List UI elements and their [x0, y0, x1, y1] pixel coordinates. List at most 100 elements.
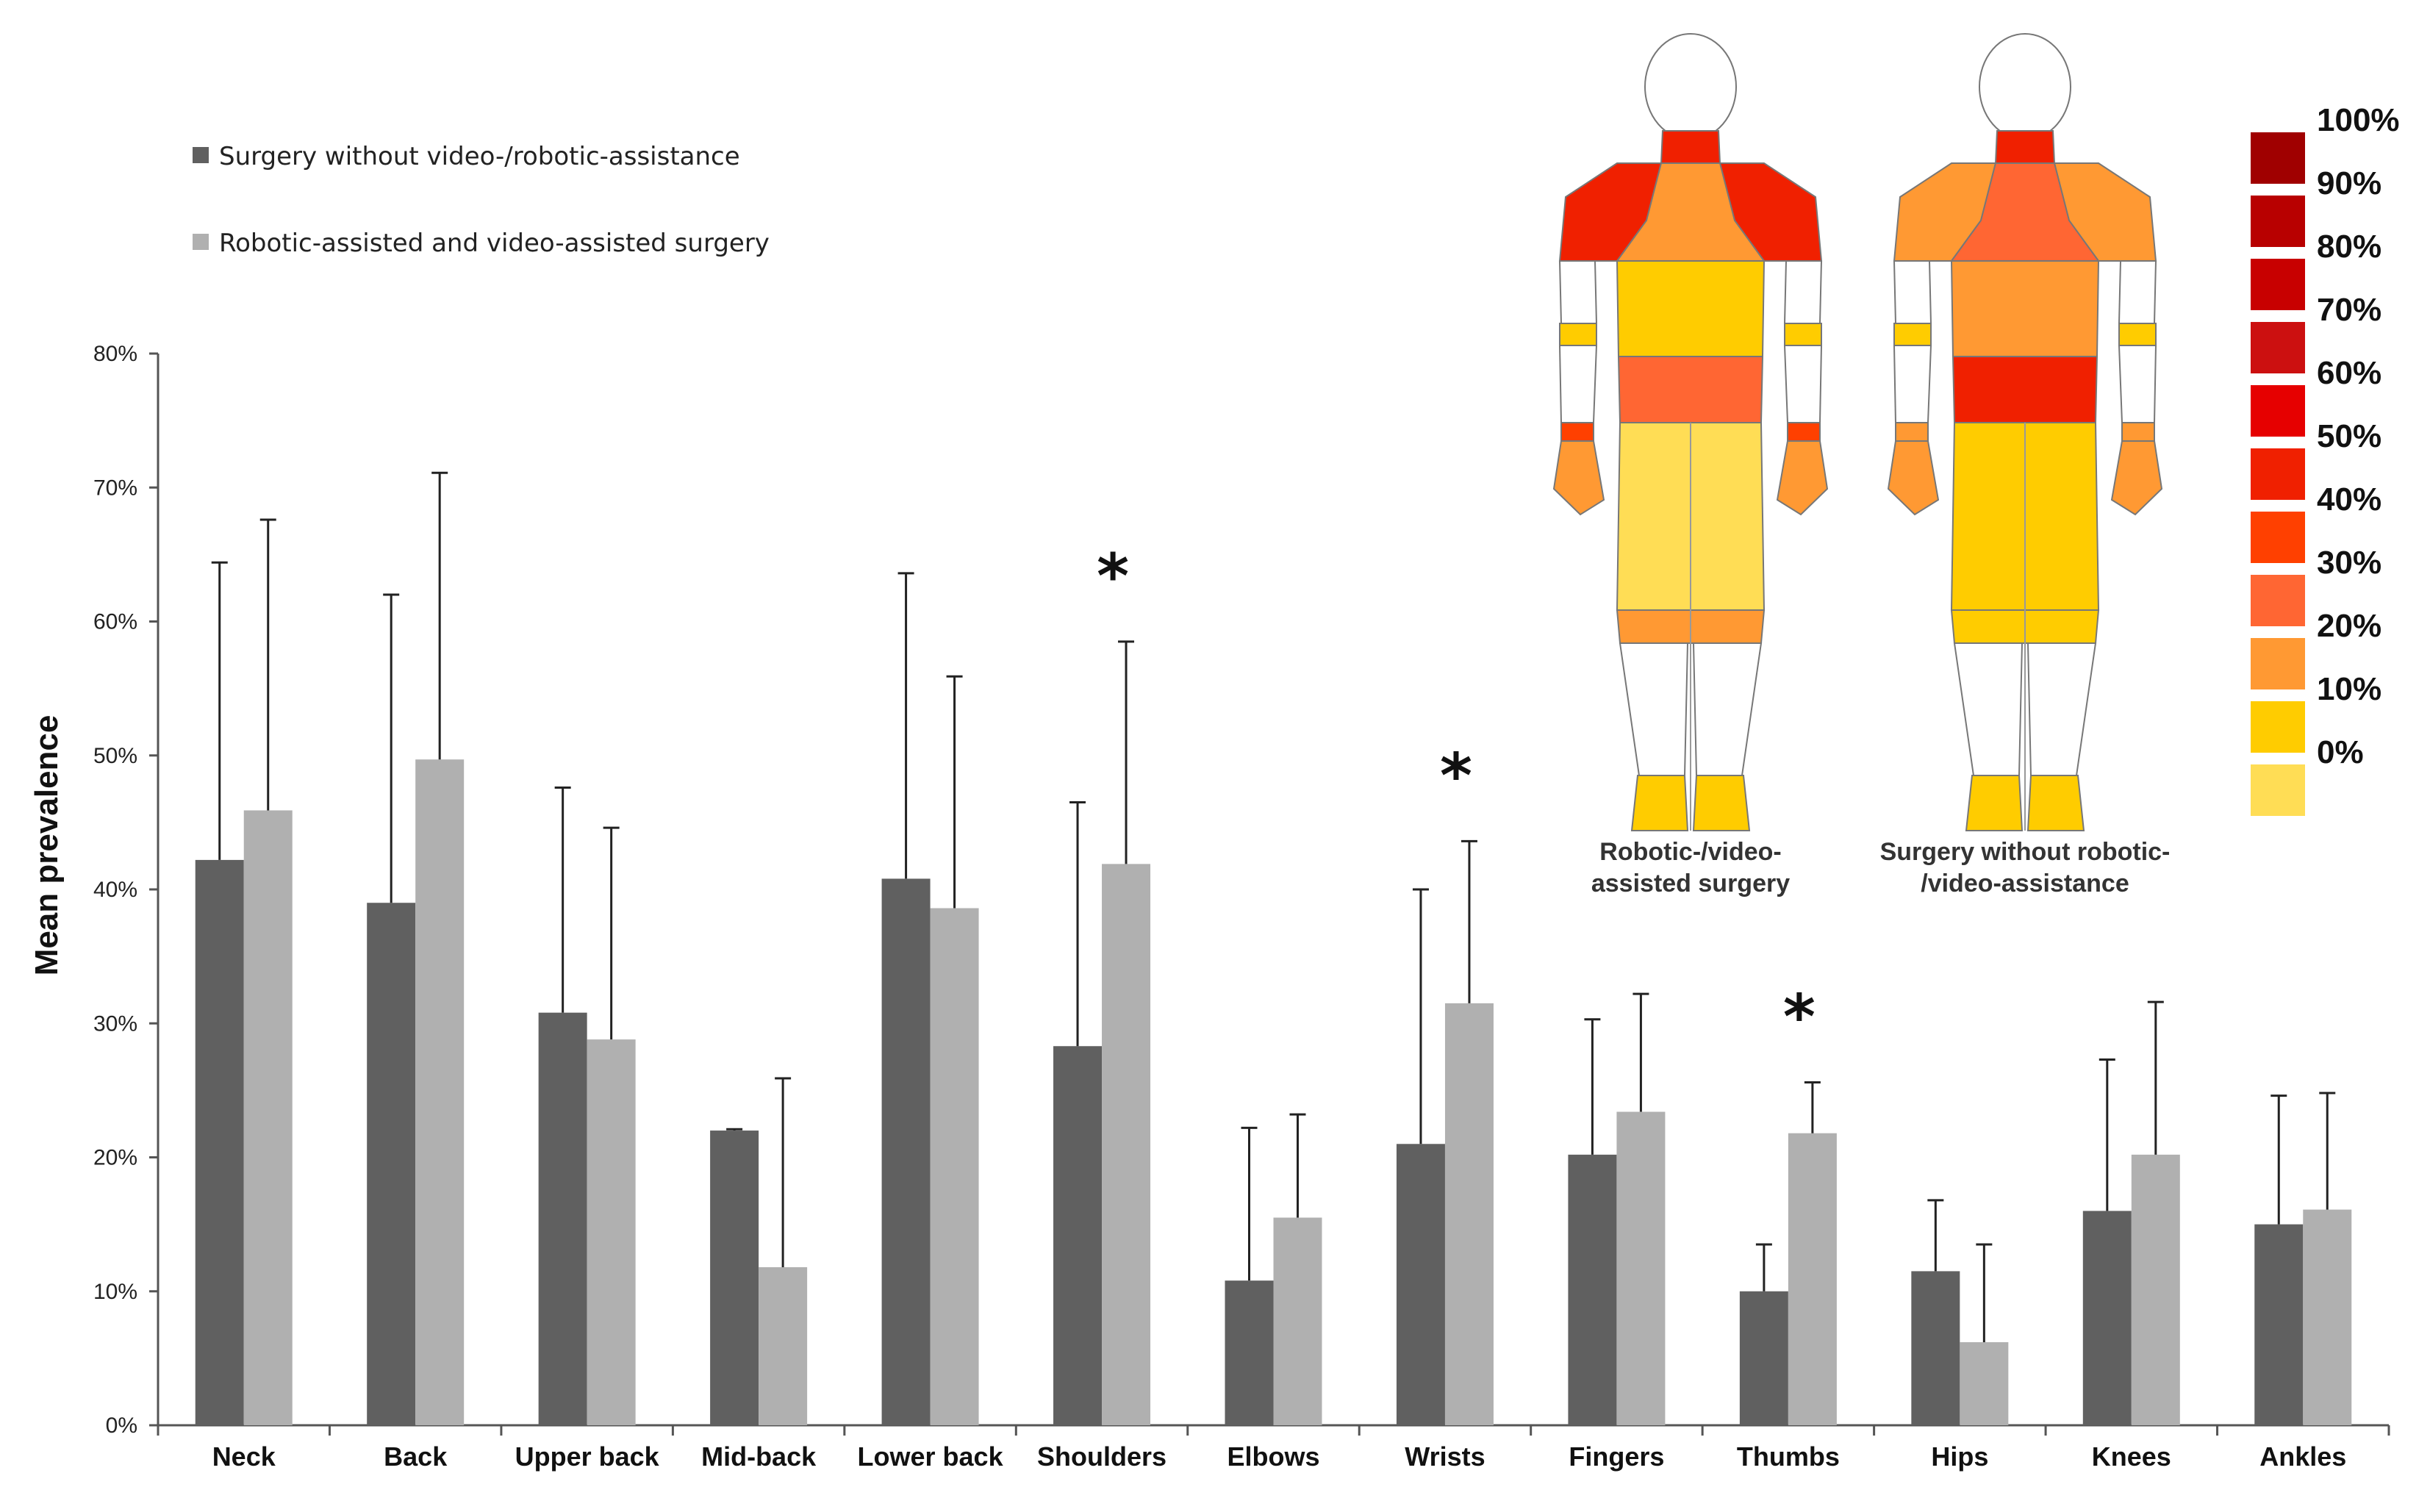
legend-label-assisted: Robotic-assisted and video-assisted surg… [219, 229, 770, 258]
bar-back-series-2 [415, 759, 465, 1425]
color-scale-swatch-100 [2251, 132, 2305, 184]
legend-swatch-assisted [193, 234, 209, 250]
color-scale-label-20: 20% [2317, 608, 2381, 644]
body-region-lower-back [1617, 356, 1764, 423]
x-tick-label-wrists: Wrists [1405, 1441, 1485, 1472]
color-scale-label-0: 0% [2317, 734, 2364, 770]
color-scale-label-10: 10% [2317, 671, 2381, 707]
x-ticks [157, 1425, 2390, 1436]
y-tick-label: 30% [93, 1011, 137, 1036]
color-scale-swatch-60 [2251, 385, 2305, 437]
bar-back-series-1 [367, 903, 416, 1425]
color-scale-swatch-40 [2251, 512, 2305, 563]
bar-upper-back-series-2 [587, 1039, 636, 1425]
y-axis-label: Mean prevalence [29, 715, 65, 976]
color-scale-swatch-80 [2251, 259, 2305, 310]
body-map-caption-assisted-line1: Robotic-/video- [1599, 838, 1781, 866]
x-tick-label-fingers: Fingers [1569, 1441, 1664, 1472]
bar-shoulders-series-2 [1102, 864, 1151, 1425]
body-region-feet [1965, 775, 2085, 831]
color-scale-label-100: 100% [2317, 102, 2400, 138]
color-scale-label-80: 80% [2317, 229, 2381, 265]
color-scale-swatch-50 [2251, 448, 2305, 500]
x-tick-label-shoulders: Shoulders [1037, 1441, 1166, 1472]
color-scale-label-70: 70% [2317, 292, 2381, 328]
x-tick-label-thumbs: Thumbs [1737, 1441, 1840, 1472]
color-scale: 100% 90% 80% 70% 60% 50% 40% 30% 20% 10% 0% [2251, 102, 2400, 816]
bar-hips-series-1 [1911, 1271, 1960, 1425]
body-region-head [1644, 33, 1737, 140]
body-region-mid-back [1950, 260, 2100, 357]
body-region-hands [1552, 440, 1829, 516]
color-scale-label-30: 30% [2317, 545, 2381, 581]
y-tick-label: 40% [93, 878, 137, 902]
color-scale-swatch-10 [2251, 701, 2305, 753]
x-tick-label-knees: Knees [2092, 1441, 2171, 1472]
body-region-hands [1887, 440, 2163, 516]
body-maps [1552, 33, 2163, 831]
y-tick-label: 0% [106, 1414, 137, 1438]
color-scale-label-90: 90% [2317, 165, 2381, 201]
significance-marker-shoulders: * [1097, 540, 1129, 612]
significance-marker-thumbs: * [1783, 981, 1816, 1053]
bar-elbows-series-1 [1225, 1280, 1274, 1425]
body-map-figure-1 [1552, 33, 1829, 831]
y-tick-label: 70% [93, 476, 137, 500]
bar-mid-back-series-2 [759, 1266, 808, 1425]
color-scale-swatch-0 [2251, 764, 2305, 816]
bars [195, 759, 2352, 1425]
y-ticks: 0% 10% 20% 30% 40% 50% 60% 70% 80% [93, 342, 158, 1438]
bar-shoulders-series-1 [1053, 1046, 1103, 1425]
body-region-neck [1660, 130, 1721, 164]
body-map-caption-without-line1: Surgery without robotic- [1880, 838, 2171, 866]
body-region-feet [1630, 775, 1751, 831]
bar-upper-back-series-1 [538, 1012, 587, 1425]
bar-lower-back-series-2 [930, 908, 979, 1425]
color-scale-swatch-90 [2251, 196, 2305, 247]
bar-lower-back-series-1 [881, 878, 931, 1425]
category-labels: Neck Back Upper back Mid-back Lower back Shou… [212, 1441, 2347, 1472]
color-scale-label-50: 50% [2317, 418, 2381, 454]
bar-mid-back-series-1 [710, 1131, 759, 1425]
color-scale-swatch-20 [2251, 638, 2305, 689]
x-tick-label-upper-back: Upper back [515, 1441, 660, 1472]
body-region-neck [1994, 130, 2056, 164]
y-tick-label: 50% [93, 744, 137, 768]
y-tick-label: 10% [93, 1280, 137, 1304]
legend: Surgery without video-/robotic-assistanc… [193, 142, 770, 258]
body-region-lower-back [1951, 356, 2099, 423]
bar-wrists-series-1 [1396, 1144, 1445, 1425]
bar-neck-series-2 [243, 810, 293, 1425]
x-tick-label-back: Back [384, 1441, 448, 1472]
legend-label-without-assistance: Surgery without video-/robotic-assistanc… [219, 142, 740, 171]
bar-neck-series-1 [195, 859, 244, 1425]
bar-ankles-series-1 [2254, 1224, 2304, 1425]
significance-markers: * * * [1097, 540, 1816, 1053]
x-tick-label-neck: Neck [212, 1441, 276, 1472]
color-scale-label-60: 60% [2317, 355, 2381, 391]
error-bars [211, 471, 2336, 1343]
bar-knees-series-1 [2082, 1211, 2132, 1425]
body-map-caption-assisted-line2: assisted surgery [1591, 870, 1790, 897]
x-tick-label-mid-back: Mid-back [701, 1441, 817, 1472]
y-tick-label: 20% [93, 1146, 137, 1170]
color-scale-swatch-30 [2251, 575, 2305, 626]
x-tick-label-hips: Hips [1931, 1441, 1988, 1472]
y-tick-label: 80% [93, 342, 137, 366]
x-tick-label-elbows: Elbows [1227, 1441, 1319, 1472]
y-tick-label: 60% [93, 610, 137, 634]
color-scale-swatch-70 [2251, 322, 2305, 373]
legend-swatch-without-assistance [193, 147, 209, 163]
body-region-mid-back [1616, 260, 1766, 357]
bar-thumbs-series-1 [1739, 1291, 1788, 1425]
bar-wrists-series-2 [1444, 1003, 1494, 1425]
x-tick-label-ankles: Ankles [2259, 1441, 2346, 1472]
bar-fingers-series-2 [1616, 1111, 1666, 1425]
bar-thumbs-series-2 [1788, 1133, 1837, 1425]
bar-knees-series-2 [2131, 1154, 2180, 1425]
body-map-captions: Robotic-/video- assisted surgery Surgery… [1591, 838, 2171, 897]
bar-ankles-series-2 [2303, 1209, 2352, 1425]
bar-elbows-series-2 [1273, 1217, 1322, 1425]
body-map-caption-without-line2: /video-assistance [1921, 870, 2129, 897]
